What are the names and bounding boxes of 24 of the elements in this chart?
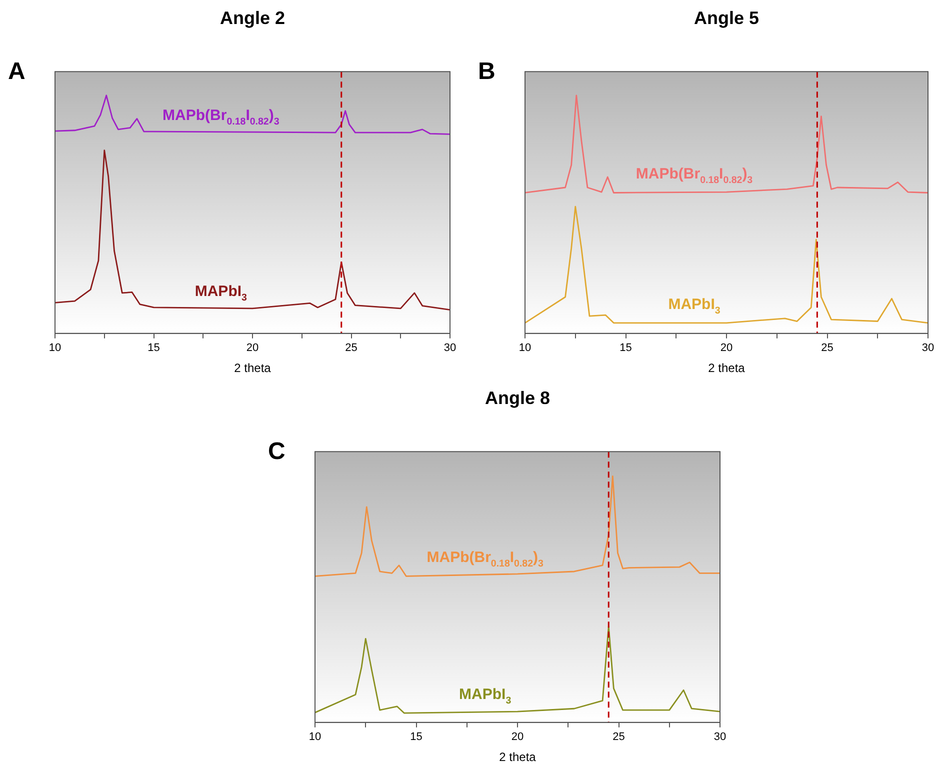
x-tick-label: 30 [714,731,726,744]
x-tick-label: 20 [720,342,733,354]
x-tick-label: 30 [922,342,934,354]
x-tick-label: 10 [518,342,532,354]
text: C [268,438,286,466]
text: B [478,58,496,86]
x-tick-label: 15 [620,342,632,354]
x-tick-label: 25 [612,731,625,744]
x-tick-label: 20 [246,342,259,354]
x-axis-title: 2 theta [708,361,746,376]
x-tick-label: 25 [345,342,358,354]
x-tick-label: 15 [410,731,422,744]
x-axis-title: 2 theta [234,361,272,376]
x-tick-label: 15 [148,342,160,354]
x-tick-label: 30 [444,342,456,354]
chart-title: Angle 2 [220,8,286,28]
x-tick-label: 10 [308,731,322,744]
chart-title: Angle 5 [694,8,760,28]
x-tick-label: 10 [48,342,62,354]
chart-title: Angle 8 [484,388,550,408]
x-axis-title: 2 theta [499,750,536,764]
x-tick-label: 20 [511,731,524,744]
x-tick-label: 25 [821,342,834,354]
text: A [8,58,26,86]
